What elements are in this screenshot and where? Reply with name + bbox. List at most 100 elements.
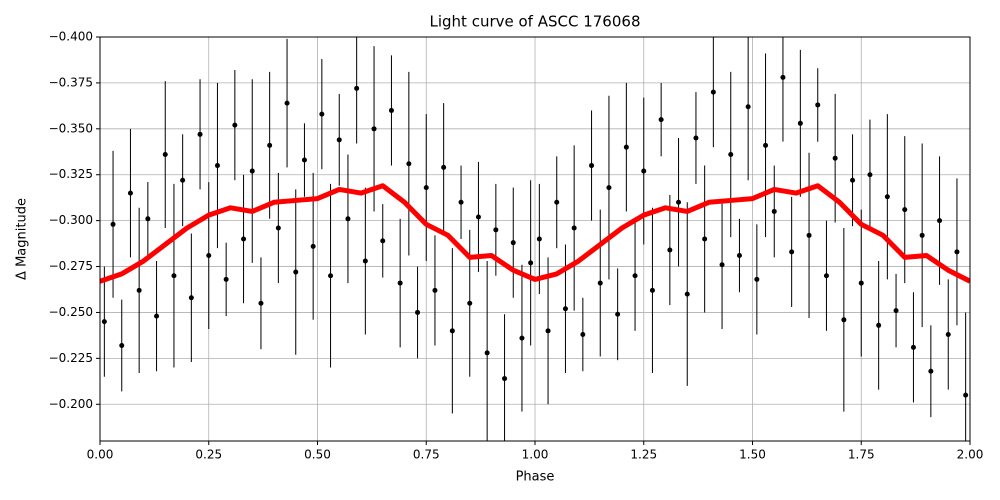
- data-point: [406, 161, 412, 167]
- data-point: [258, 300, 264, 306]
- data-point: [162, 152, 168, 158]
- grid: [99, 36, 971, 441]
- data-point: [910, 344, 916, 350]
- data-point: [249, 168, 255, 174]
- data-point: [858, 280, 864, 286]
- data-point: [214, 163, 220, 169]
- data-point: [823, 273, 829, 279]
- data-point: [832, 155, 838, 161]
- data-point: [667, 247, 673, 253]
- x-tick-label: 0.25: [195, 448, 222, 462]
- data-point: [284, 100, 290, 106]
- data-point: [649, 287, 655, 293]
- data-point: [806, 232, 812, 238]
- data-point: [736, 253, 742, 259]
- data-point: [188, 295, 194, 301]
- data-point: [119, 343, 125, 349]
- x-tick-label: 2.00: [957, 448, 984, 462]
- data-point: [597, 280, 603, 286]
- ticks: 0.00 0.25 0.50 0.75 1.00 1.25 1.50 1.75 2.00 −0.4…: [49, 30, 984, 462]
- data-point: [145, 216, 151, 222]
- data-point: [763, 142, 769, 148]
- data-point: [850, 177, 856, 183]
- data-point: [606, 185, 612, 191]
- data-point: [841, 317, 847, 323]
- data-point: [310, 243, 316, 249]
- y-tick-label: −0.200: [49, 397, 93, 411]
- data-point: [493, 227, 499, 233]
- data-point: [684, 291, 690, 297]
- data-point: [136, 287, 142, 293]
- y-tick-label: −0.225: [49, 351, 93, 365]
- data-point: [154, 313, 160, 319]
- data-point: [876, 322, 882, 328]
- data-point: [301, 157, 307, 163]
- data-point: [388, 107, 394, 113]
- data-point: [319, 111, 325, 117]
- x-tick-label: 1.00: [522, 448, 549, 462]
- y-tick-label: −0.300: [49, 213, 93, 227]
- data-point: [945, 331, 951, 337]
- x-tick-label: 0.00: [87, 448, 114, 462]
- data-point: [232, 122, 238, 128]
- data-point: [397, 280, 403, 286]
- data-point: [928, 368, 934, 374]
- data-point: [362, 258, 368, 264]
- data-point: [441, 164, 447, 170]
- data-point: [937, 218, 943, 224]
- data-point: [528, 260, 534, 266]
- data-point: [475, 214, 481, 220]
- data-point: [867, 172, 873, 178]
- data-point: [449, 328, 455, 334]
- x-axis-label: Phase: [516, 470, 555, 485]
- data-point: [745, 104, 751, 110]
- x-tick-label: 1.50: [739, 448, 766, 462]
- data-point: [275, 225, 281, 231]
- data-point: [902, 207, 908, 213]
- x-tick-label: 1.25: [630, 448, 657, 462]
- data-point: [771, 208, 777, 214]
- data-point: [180, 177, 186, 183]
- data-point: [371, 126, 377, 132]
- data-point: [110, 221, 116, 227]
- data-point: [658, 117, 664, 123]
- data-point: [719, 262, 725, 268]
- y-tick-label: −0.375: [49, 75, 93, 89]
- data-point: [710, 89, 716, 95]
- data-point: [815, 102, 821, 108]
- data-point: [415, 309, 421, 315]
- data-point: [693, 135, 699, 141]
- y-tick-label: −0.275: [49, 259, 93, 273]
- data-point: [423, 185, 429, 191]
- data-point: [571, 225, 577, 231]
- data-point: [797, 120, 803, 126]
- data-point: [380, 238, 386, 244]
- data-point: [545, 328, 551, 334]
- data-point: [676, 199, 682, 205]
- data-point: [728, 152, 734, 158]
- data-point: [241, 236, 247, 242]
- chart-title: Light curve of ASCC 176068: [430, 13, 641, 31]
- data-point: [206, 253, 212, 259]
- data-point: [589, 163, 595, 169]
- data-point: [641, 168, 647, 174]
- data-point: [267, 142, 273, 148]
- data-point: [336, 137, 342, 143]
- data-point: [510, 240, 516, 246]
- y-tick-label: −0.350: [49, 121, 93, 135]
- data-point: [615, 311, 621, 317]
- data-point: [893, 308, 899, 314]
- data-point: [632, 273, 638, 279]
- data-point: [963, 392, 969, 398]
- x-tick-label: 0.75: [413, 448, 440, 462]
- data-point: [345, 216, 351, 222]
- data-point: [562, 306, 568, 312]
- x-tick-label: 0.50: [304, 448, 331, 462]
- data-point: [467, 300, 473, 306]
- data-point: [754, 276, 760, 282]
- data-point: [789, 249, 795, 255]
- trend-line: [100, 183, 970, 284]
- data-point: [536, 236, 542, 242]
- data-point: [554, 199, 560, 205]
